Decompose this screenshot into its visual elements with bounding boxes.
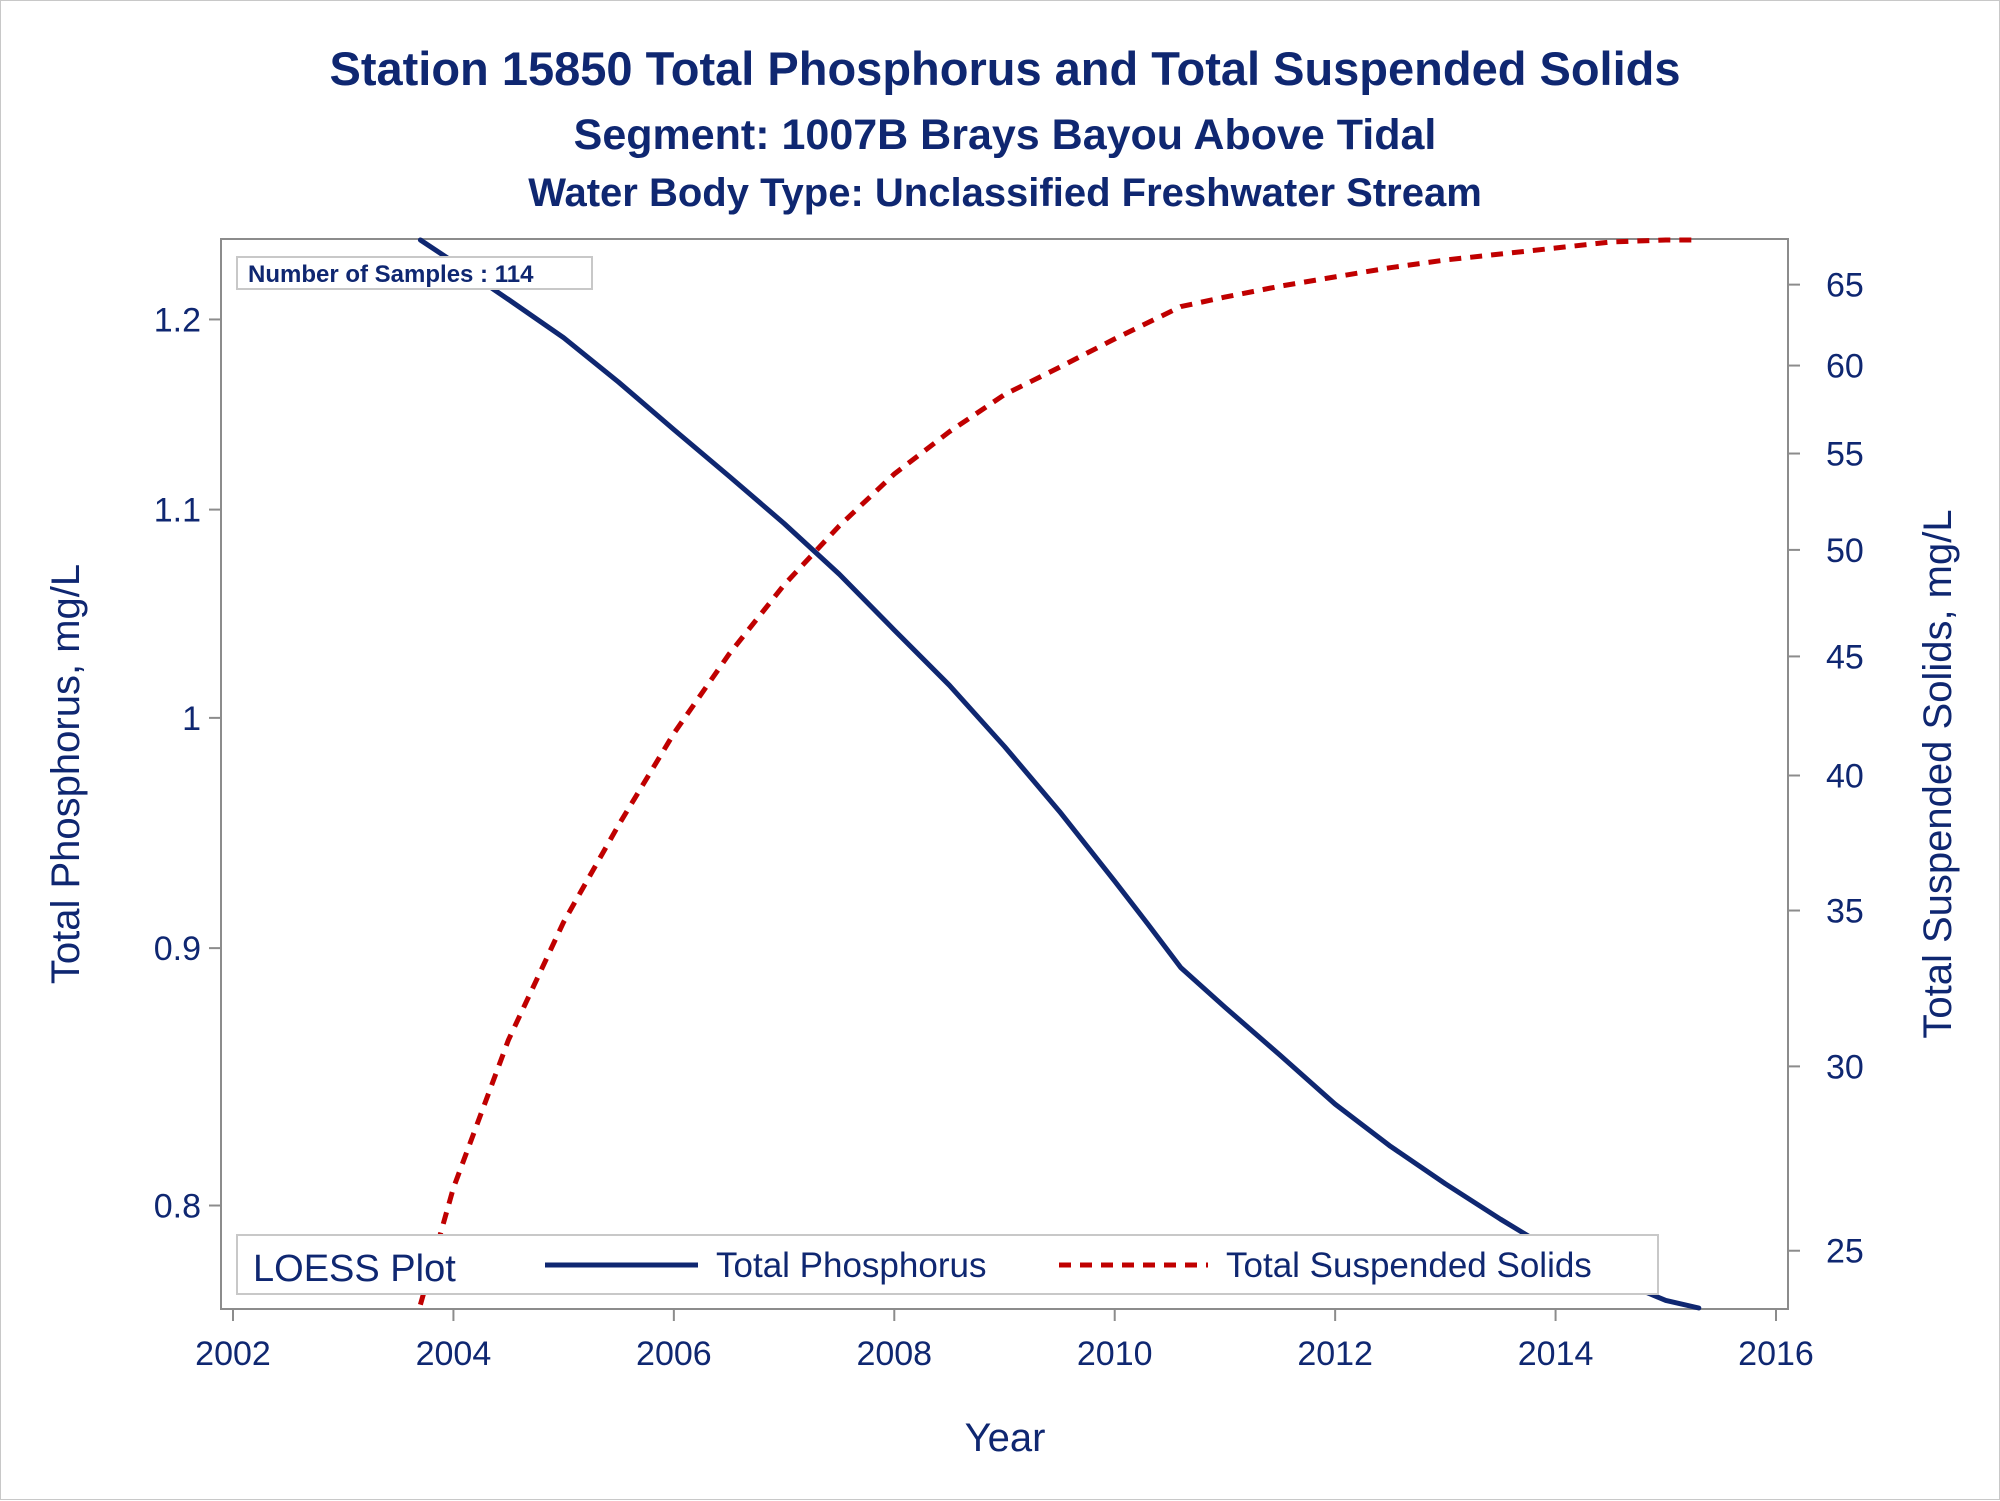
y-left-tick-label: 1.2 [154, 301, 201, 339]
y-left-tick-label: 1.1 [154, 492, 201, 530]
chart-title: Station 15850 Total Phosphorus and Total… [330, 42, 1681, 95]
annotation-box [236, 256, 593, 290]
y-right-tick-label: 65 [1826, 267, 1864, 305]
plot-area [220, 238, 1789, 1310]
x-tick-label: 2012 [1297, 1335, 1373, 1373]
x-tick-label: 2008 [856, 1335, 932, 1373]
y-axis-right-label: Total Suspended Solids, mg/L [1916, 509, 1960, 1038]
series-line-total-phosphorus [417, 237, 1702, 1311]
x-tick-label: 2002 [195, 1335, 271, 1373]
legend-title: LOESS Plot [253, 1248, 456, 1290]
y-left-tick-label: 1 [182, 700, 201, 738]
legend-label-total-suspended-solids: Total Suspended Solids [1226, 1246, 1592, 1285]
y-right-tick-label: 40 [1826, 758, 1864, 796]
y-right-tick-label: 60 [1826, 348, 1864, 386]
legend-label-total-phosphorus: Total Phosphorus [716, 1246, 986, 1285]
y-right-tick-label: 50 [1826, 532, 1864, 570]
y-axis-right: 25 30 35 40 45 50 55 60 65 [1788, 267, 1864, 1271]
series-layer [417, 237, 1702, 1311]
legend-box [236, 1234, 1659, 1295]
x-tick-label: 2010 [1077, 1335, 1153, 1373]
chart-subtitle-2: Water Body Type: Unclassified Freshwater… [528, 171, 1482, 215]
series-line-total-suspended-solids [417, 237, 1699, 1306]
y-axis-left: 0.8 0.9 1 1.1 1.2 [154, 301, 221, 1226]
sample-count-annotation: Number of Samples : 114 [248, 261, 534, 288]
chart-subtitle: Segment: 1007B Brays Bayou Above Tidal [574, 111, 1437, 159]
y-right-tick-label: 30 [1826, 1048, 1864, 1086]
x-tick-label: 2004 [416, 1335, 492, 1373]
y-right-tick-label: 55 [1826, 436, 1864, 474]
x-axis-label: Year [965, 1416, 1046, 1460]
y-right-tick-label: 25 [1826, 1233, 1864, 1271]
y-left-tick-label: 0.8 [154, 1188, 201, 1226]
x-tick-label: 2014 [1518, 1335, 1594, 1373]
y-axis-left-label: Total Phosphorus, mg/L [44, 564, 88, 984]
x-tick-label: 2006 [636, 1335, 712, 1373]
y-right-tick-label: 45 [1826, 638, 1864, 676]
x-tick-label: 2016 [1738, 1335, 1814, 1373]
x-axis: 2002 2004 2006 2008 2010 2012 2014 2016 [195, 1309, 1814, 1373]
y-left-tick-label: 0.9 [154, 930, 201, 968]
y-right-tick-label: 35 [1826, 893, 1864, 931]
